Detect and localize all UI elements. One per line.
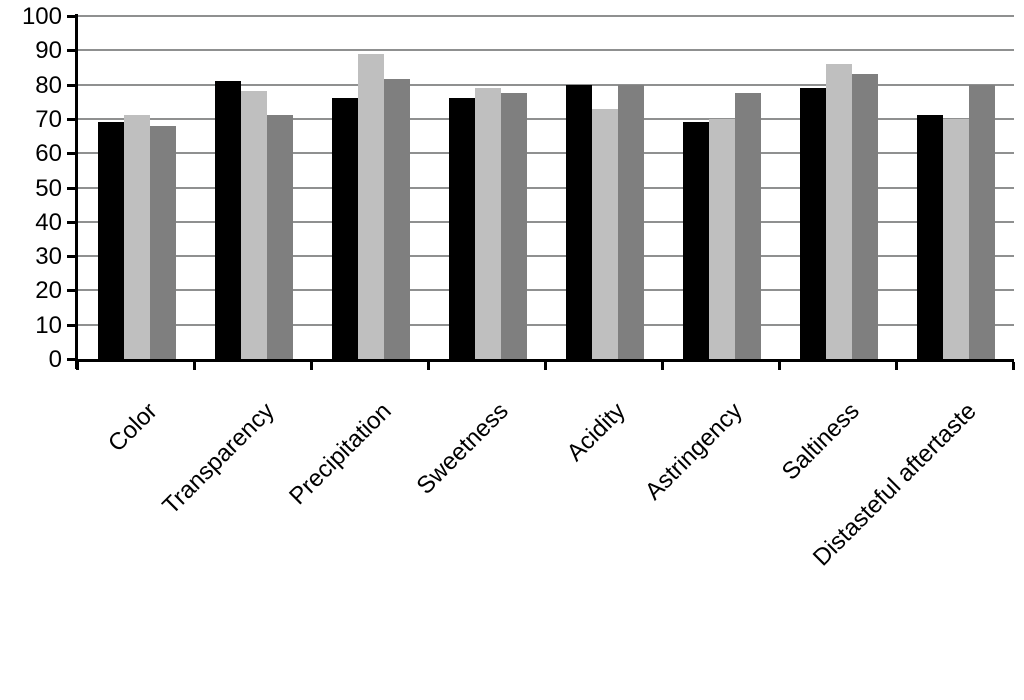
gridline xyxy=(78,117,1014,120)
bar-dark-gray-distasteful-aftertaste xyxy=(968,84,995,359)
gridline xyxy=(78,323,1014,326)
bar-dark-gray-precipitation xyxy=(383,79,410,359)
bar-black-precipitation xyxy=(331,98,358,359)
x-tick xyxy=(310,362,313,370)
gridline xyxy=(78,15,1014,17)
y-axis-tick-label: 10 xyxy=(35,311,62,339)
x-tick xyxy=(76,362,79,370)
bar-dark-gray-color xyxy=(149,125,176,359)
bar-light-gray-distasteful-aftertaste xyxy=(942,118,969,359)
bar-black-color xyxy=(97,122,124,359)
y-axis-tick-label: 80 xyxy=(35,71,62,99)
bar-black-saltiness xyxy=(799,88,826,359)
bar-dark-gray-saltiness xyxy=(851,74,878,359)
x-tick xyxy=(778,362,781,370)
bar-light-gray-precipitation xyxy=(357,53,384,359)
bar-black-transparency xyxy=(214,81,241,359)
x-tick xyxy=(895,362,898,370)
bar-black-sweetness xyxy=(448,98,475,359)
gridline xyxy=(78,289,1014,292)
x-tick xyxy=(427,362,430,370)
y-tick xyxy=(67,152,78,156)
gridline xyxy=(78,152,1014,155)
bar-dark-gray-astringency xyxy=(734,93,761,359)
y-axis-tick-label: 50 xyxy=(35,174,62,202)
bar-light-gray-sweetness xyxy=(474,88,501,359)
x-axis-line xyxy=(75,359,1014,362)
bar-light-gray-transparency xyxy=(240,91,267,359)
bar-black-distasteful-aftertaste xyxy=(916,115,943,359)
bar-light-gray-astringency xyxy=(708,118,735,359)
y-tick xyxy=(67,117,78,121)
x-tick xyxy=(193,362,196,370)
y-axis-tick-label: 20 xyxy=(35,277,62,305)
x-tick xyxy=(544,362,547,370)
gridline xyxy=(78,83,1014,86)
y-tick xyxy=(67,83,78,87)
y-tick xyxy=(67,358,78,361)
y-tick xyxy=(67,323,78,327)
x-tick xyxy=(661,362,664,370)
y-axis-tick-label: 90 xyxy=(35,37,62,65)
y-tick xyxy=(67,255,78,259)
y-axis-line xyxy=(75,14,78,369)
gridline xyxy=(78,49,1014,52)
y-tick xyxy=(67,220,78,224)
x-tick xyxy=(1012,362,1015,370)
bar-light-gray-color xyxy=(123,115,150,359)
gridline xyxy=(78,220,1014,223)
bar-black-acidity xyxy=(565,84,592,359)
y-tick xyxy=(67,186,78,190)
bar-dark-gray-sweetness xyxy=(500,93,527,359)
y-tick xyxy=(67,49,78,53)
bar-dark-gray-transparency xyxy=(266,115,293,359)
y-axis-tick-label: 0 xyxy=(48,346,62,373)
bar-chart: 0 10 20 30 40 50 60 70 80 90 100 Color Transparency P… xyxy=(21,3,1015,572)
bar-black-astringency xyxy=(682,122,709,359)
y-axis-tick-label: 100 xyxy=(21,3,62,30)
gridline xyxy=(78,186,1014,189)
bar-light-gray-saltiness xyxy=(825,64,852,359)
y-axis-tick-label: 30 xyxy=(35,243,62,271)
y-axis-tick-label: 60 xyxy=(35,140,62,168)
bar-dark-gray-acidity xyxy=(617,84,644,359)
y-tick xyxy=(67,15,78,18)
gridline xyxy=(78,255,1014,258)
y-axis-tick-label: 70 xyxy=(35,105,62,133)
y-axis-tick-label: 40 xyxy=(35,208,62,236)
bar-light-gray-acidity xyxy=(591,108,618,359)
y-tick xyxy=(67,289,78,293)
